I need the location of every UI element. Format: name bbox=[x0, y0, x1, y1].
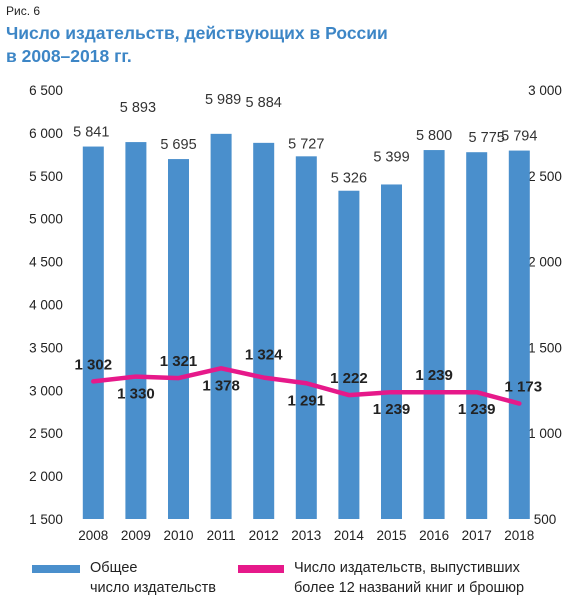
bar bbox=[125, 142, 147, 519]
bar bbox=[168, 159, 189, 519]
bar-value-label: 5 794 bbox=[501, 129, 537, 145]
bar-value-label: 5 399 bbox=[373, 149, 409, 165]
line-value-label: 1 378 bbox=[202, 377, 240, 394]
x-axis-tick-label: 2009 bbox=[121, 528, 151, 543]
right-axis-tick-label: 1 500 bbox=[528, 340, 562, 355]
x-axis-tick-label: 2014 bbox=[334, 528, 365, 543]
bar-value-label: 5 893 bbox=[120, 100, 156, 116]
legend-line-label-1: Число издательств, выпустивших bbox=[294, 560, 520, 576]
x-axis-tick-label: 2011 bbox=[207, 528, 236, 543]
right-axis-tick-label: 2 000 bbox=[528, 255, 562, 270]
line-value-label: 1 239 bbox=[415, 367, 453, 384]
chart-title-line-2: в 2008–2018 гг. bbox=[6, 46, 132, 66]
left-axis-tick-label: 6 000 bbox=[29, 126, 63, 141]
x-axis-tick-label: 2010 bbox=[163, 528, 193, 543]
line-series bbox=[91, 366, 522, 406]
line-value-label: 1 239 bbox=[458, 401, 496, 418]
bar bbox=[381, 184, 402, 519]
bar-value-label: 5 884 bbox=[246, 95, 282, 111]
legend-line: Число издательств, выпустивших более 12 … bbox=[238, 558, 525, 598]
right-axis-tick-label: 1 000 bbox=[528, 426, 562, 441]
legend-line-label-2: более 12 названий книг и брошюр bbox=[294, 580, 525, 596]
line-value-label: 1 291 bbox=[288, 392, 326, 409]
line-value-label: 1 239 bbox=[373, 401, 411, 418]
chart-title: Число издательств, действующих в России … bbox=[6, 22, 546, 68]
figure-label: Рис. 6 bbox=[6, 4, 41, 18]
bar-value-label: 5 989 bbox=[205, 92, 241, 108]
legend-bars: Общее число издательств bbox=[32, 558, 216, 598]
x-axis-tick-label: 2008 bbox=[78, 528, 108, 543]
left-axis-tick-label: 4 000 bbox=[29, 298, 63, 313]
bar bbox=[508, 150, 530, 519]
left-axis-tick-label: 6 500 bbox=[29, 83, 63, 98]
bar-value-label: 5 841 bbox=[73, 125, 109, 141]
legend-line-swatch bbox=[238, 565, 284, 573]
legend-bars-swatch bbox=[32, 565, 80, 573]
bar bbox=[466, 152, 488, 519]
x-axis-tick-label: 2012 bbox=[249, 528, 279, 543]
bar bbox=[82, 146, 104, 519]
right-axis-tick-label: 3 000 bbox=[528, 83, 562, 98]
line-value-label: 1 222 bbox=[330, 370, 368, 387]
left-axis-tick-label: 3 500 bbox=[29, 340, 63, 355]
x-axis-tick-label: 2015 bbox=[376, 528, 406, 543]
left-axis-tick-label: 2 000 bbox=[29, 469, 63, 484]
x-axis-tick-label: 2017 bbox=[462, 528, 492, 543]
bar bbox=[295, 156, 317, 519]
line-value-label: 1 321 bbox=[160, 353, 198, 370]
x-axis-tick-label: 2016 bbox=[419, 528, 449, 543]
line-value-label: 1 324 bbox=[245, 347, 283, 364]
left-axis-tick-label: 1 500 bbox=[29, 512, 63, 527]
bar-value-label: 5 727 bbox=[288, 136, 324, 152]
x-axis-tick-label: 2013 bbox=[291, 528, 321, 543]
bar-value-label: 5 800 bbox=[416, 128, 452, 144]
legend-bars-label-1: Общее bbox=[90, 560, 138, 576]
bar bbox=[253, 142, 275, 520]
left-axis-tick-label: 4 500 bbox=[29, 255, 63, 270]
line-value-label: 1 302 bbox=[75, 356, 113, 373]
bar-value-label: 5 695 bbox=[160, 137, 196, 153]
line-value-label: 1 330 bbox=[117, 386, 155, 403]
bar bbox=[338, 190, 360, 520]
bar bbox=[210, 133, 232, 519]
right-axis-tick-label: 2 500 bbox=[528, 169, 562, 184]
bar bbox=[423, 150, 445, 519]
left-axis-tick-label: 5 000 bbox=[29, 212, 63, 227]
bar-value-label: 5 775 bbox=[469, 130, 505, 146]
right-axis-tick-label: 500 bbox=[534, 512, 557, 527]
left-axis-tick-label: 5 500 bbox=[29, 169, 63, 184]
bar-value-label: 5 326 bbox=[331, 171, 367, 187]
left-axis-tick-label: 3 000 bbox=[29, 383, 63, 398]
left-axis-tick-label: 2 500 bbox=[29, 426, 63, 441]
line-value-label: 1 173 bbox=[505, 379, 543, 396]
legend-bars-label-2: число издательств bbox=[90, 580, 216, 596]
chart-title-line-1: Число издательств, действующих в России bbox=[6, 23, 388, 43]
x-axis-tick-label: 2018 bbox=[504, 528, 534, 543]
